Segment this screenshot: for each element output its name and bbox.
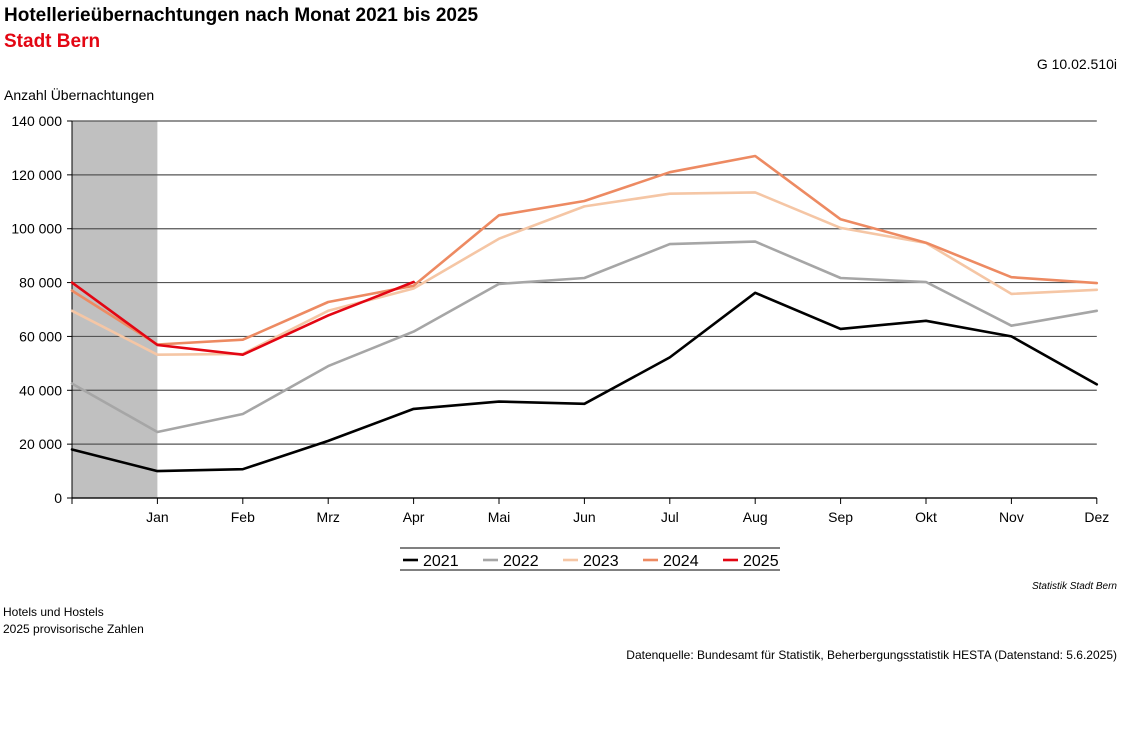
x-tick-label: Apr — [403, 509, 425, 525]
series-line-2025 — [70, 280, 415, 357]
note-provisional: 2025 provisorische Zahlen — [3, 622, 144, 636]
y-tick-label: 80 000 — [19, 275, 62, 291]
y-tick-label: 20 000 — [19, 436, 62, 452]
note-hotels: Hotels und Hostels — [3, 605, 104, 619]
x-tick-label: Jun — [573, 509, 596, 525]
chart-subtitle: Stadt Bern — [4, 31, 101, 52]
y-tick-label: 60 000 — [19, 328, 62, 344]
y-tick-label: 120 000 — [11, 167, 62, 183]
series-line-2024 — [70, 154, 1099, 346]
legend-label-2025: 2025 — [743, 553, 779, 570]
data-source: Datenquelle: Bundesamt für Statistik, Be… — [626, 648, 1117, 662]
chart-title: Hotellerieübernachtungen nach Monat 2021… — [4, 5, 479, 26]
x-tick-label: Feb — [231, 509, 255, 525]
chart-code: G 10.02.510i — [1036, 56, 1117, 72]
x-tick-label: Mai — [488, 509, 511, 525]
legend-label-2021: 2021 — [423, 553, 459, 570]
credit-text: Statistik Stadt Bern — [1031, 581, 1117, 592]
y-tick-label: 0 — [54, 490, 62, 506]
x-tick-label: Jan — [146, 509, 169, 525]
legend-label-2024: 2024 — [663, 553, 699, 570]
legend-label-2023: 2023 — [583, 553, 619, 570]
series-line-2023 — [70, 191, 1099, 357]
y-tick-label: 40 000 — [19, 382, 62, 398]
series-line-2022 — [70, 240, 1099, 434]
legend-label-2022: 2022 — [503, 553, 539, 570]
x-tick-label: Mrz — [317, 509, 340, 525]
series-line-2021 — [70, 291, 1099, 473]
x-tick-label: Okt — [915, 509, 937, 525]
shaded-period-band — [72, 121, 158, 498]
x-tick-label: Sep — [828, 509, 853, 525]
y-axis-title: Anzahl Übernachtungen — [4, 87, 155, 103]
y-tick-label: 100 000 — [11, 221, 62, 237]
x-tick-label: Dez — [1084, 509, 1109, 525]
y-tick-label: 140 000 — [11, 113, 62, 129]
x-tick-label: Aug — [743, 509, 768, 525]
x-tick-label: Nov — [999, 509, 1024, 525]
x-tick-label: Jul — [661, 509, 679, 525]
